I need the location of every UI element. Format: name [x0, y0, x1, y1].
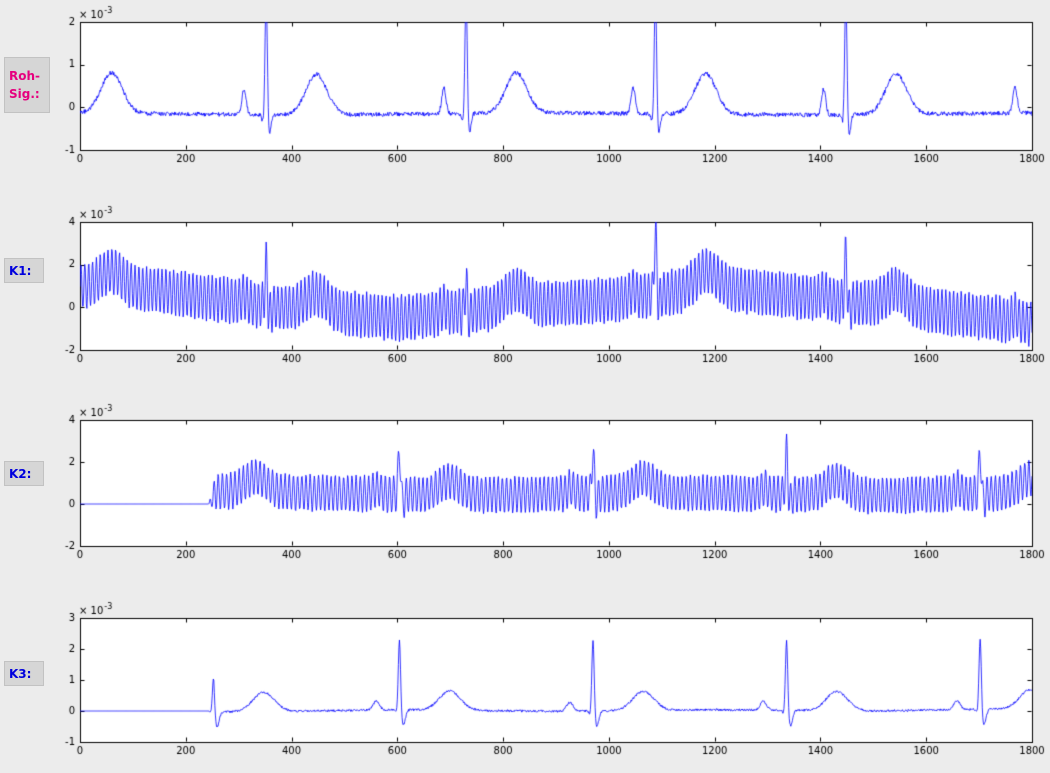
signal-label-line: K3: — [9, 666, 32, 681]
signal-label-k3: K3: — [4, 661, 44, 686]
signal-label-line: Roh- — [9, 69, 41, 83]
signal-label-line: K1: — [9, 263, 32, 278]
signal-label-line: Sig.: — [9, 87, 40, 101]
signal-label-rohsig: Roh- Sig.: — [4, 57, 50, 113]
signal-label-k1: K1: — [4, 258, 44, 283]
signal-label-k2: K2: — [4, 461, 44, 486]
signal-label-line: K2: — [9, 466, 32, 481]
